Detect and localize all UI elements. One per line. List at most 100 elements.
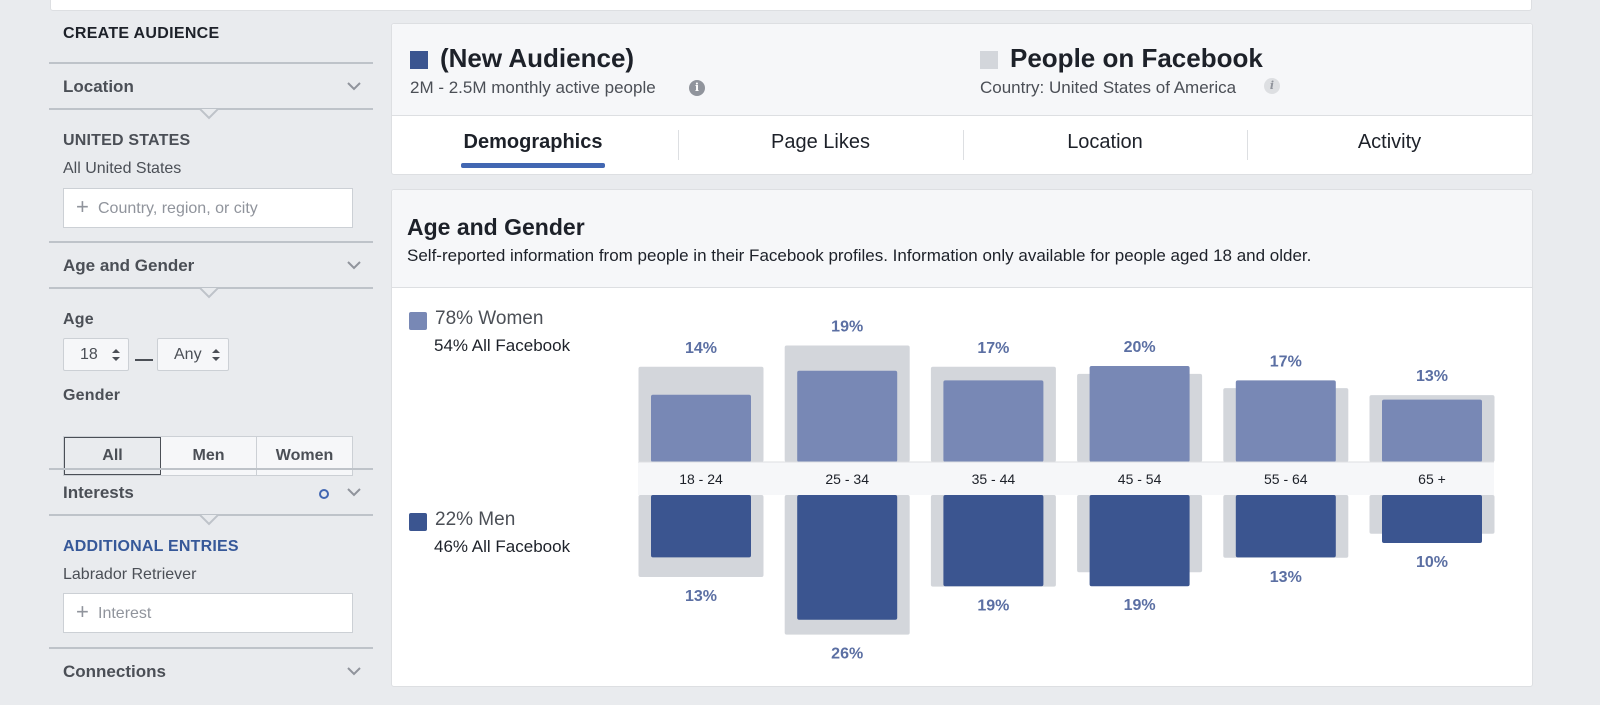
women-legend-label: 78% Women (435, 308, 544, 329)
audience-header-panel: (New Audience) 2M - 2.5M monthly active … (391, 23, 1533, 175)
section-title: Age and Gender (407, 214, 585, 240)
women-bar (1089, 366, 1190, 462)
info-icon[interactable]: i (689, 80, 705, 96)
age-gender-chart: 14% 13% 19% 26% 17% 19% 20% 19% 17% 13% 13% 10% 18 -… (638, 318, 1495, 663)
men-bar (1235, 495, 1336, 558)
gender-label: Gender (63, 387, 121, 404)
men-legend-label: 22% Men (435, 509, 516, 530)
location-search-input[interactable]: + Country, region, or city (63, 188, 353, 228)
select-arrows-icon (212, 349, 220, 361)
age-gender-section-header[interactable]: Age and Gender (49, 241, 373, 299)
section-notch (199, 287, 219, 299)
section-notch (199, 514, 219, 526)
age-gender-header-label: Age and Gender (63, 256, 195, 275)
men-data-label: 10% (1416, 554, 1448, 571)
men-data-label: 13% (685, 588, 717, 605)
age-axis-band (638, 462, 1494, 495)
compare-country: Country: United States of America (980, 78, 1237, 97)
plus-icon: + (76, 194, 89, 219)
connections-section-header[interactable]: Connections (49, 647, 373, 695)
gender-women-button[interactable]: Women (275, 447, 334, 464)
tab-demographics[interactable]: Demographics (463, 131, 603, 153)
age-tick-label: 18 - 24 (679, 471, 723, 487)
section-notch (199, 108, 219, 120)
info-icon[interactable]: i (1264, 78, 1280, 94)
interests-section-header[interactable]: Interests (49, 468, 373, 526)
women-data-label: 17% (977, 340, 1009, 357)
age-range-dash (135, 359, 153, 361)
new-audience-swatch (410, 51, 428, 69)
country-heading: UNITED STATES (63, 132, 191, 149)
interest-entry: Labrador Retriever (63, 566, 197, 583)
women-legend-swatch (409, 312, 427, 330)
additional-entries-heading: ADDITIONAL ENTRIES (63, 538, 239, 555)
women-legend-sub: 54% All Facebook (434, 336, 571, 355)
women-data-label: 17% (1270, 353, 1302, 370)
tab-bar: Demographics Page Likes Location Activit… (392, 116, 1532, 174)
age-max-select[interactable]: Any (157, 338, 229, 371)
audience-summary: (New Audience) 2M - 2.5M monthly active … (392, 24, 1532, 116)
section-header: Age and Gender Self-reported information… (392, 190, 1532, 288)
tab-activity[interactable]: Activity (1357, 131, 1422, 153)
location-placeholder: Country, region, or city (98, 200, 258, 217)
men-bar (797, 495, 898, 620)
age-tick-label: 45 - 54 (1118, 471, 1162, 487)
age-gender-panel: Age and Gender Self-reported information… (391, 189, 1533, 687)
location-section-header[interactable]: Location (49, 62, 373, 120)
men-data-label: 26% (831, 646, 863, 663)
men-bar (1089, 495, 1190, 587)
women-bar (797, 370, 898, 462)
chevron-down-icon (347, 488, 361, 497)
women-bar (943, 380, 1044, 462)
women-data-label: 14% (685, 340, 717, 357)
women-bar (651, 394, 751, 462)
interests-header-label: Interests (63, 483, 134, 502)
gender-men-button[interactable]: Men (161, 437, 257, 475)
men-legend-sub: 46% All Facebook (434, 537, 571, 556)
age-max-value: Any (174, 346, 202, 363)
chevron-down-icon (347, 667, 361, 676)
men-data-label: 19% (977, 598, 1009, 615)
men-bar (943, 495, 1044, 587)
plus-icon: + (76, 599, 89, 624)
section-description: Self-reported information from people in… (407, 246, 1312, 265)
status-dot-icon (319, 489, 329, 499)
women-bar (1382, 399, 1482, 462)
create-audience-sidebar: CREATE AUDIENCE Location UNITED STATES A… (49, 11, 373, 705)
age-min-value: 18 (80, 346, 98, 363)
tab-divider (1247, 130, 1248, 160)
men-bar (651, 495, 751, 558)
age-tick-label: 55 - 64 (1264, 471, 1308, 487)
connections-header-label: Connections (63, 662, 166, 681)
age-tick-label: 25 - 34 (825, 471, 869, 487)
men-data-label: 13% (1270, 569, 1302, 586)
men-bar (1382, 495, 1482, 543)
age-min-select[interactable]: 18 (63, 338, 129, 371)
women-data-label: 20% (1124, 339, 1156, 356)
age-label: Age (63, 311, 94, 328)
men-data-label: 19% (1124, 597, 1156, 614)
women-bar (1235, 380, 1336, 462)
women-data-label: 13% (1416, 368, 1448, 385)
country-value: All United States (63, 160, 182, 177)
tab-location[interactable]: Location (1067, 131, 1143, 153)
tab-divider (678, 130, 679, 160)
chevron-down-icon (347, 261, 361, 270)
tab-page-likes[interactable]: Page Likes (771, 131, 870, 153)
top-strip (50, 0, 1532, 11)
sidebar-title: CREATE AUDIENCE (63, 25, 220, 42)
chevron-down-icon (347, 82, 361, 91)
facebook-swatch (980, 51, 998, 69)
age-tick-label: 35 - 44 (972, 471, 1016, 487)
select-arrows-icon (112, 349, 120, 361)
men-legend-swatch (409, 513, 427, 531)
age-tick-label: 65 + (1418, 471, 1446, 487)
compare-title: People on Facebook (1010, 43, 1263, 73)
location-header-label: Location (63, 77, 134, 96)
active-tab-indicator (461, 163, 605, 168)
interest-search-input[interactable]: + Interest (63, 593, 353, 633)
women-data-label: 19% (831, 318, 863, 335)
audience-title: (New Audience) (440, 43, 635, 73)
tab-divider (963, 130, 964, 160)
audience-size: 2M - 2.5M monthly active people (410, 78, 656, 97)
